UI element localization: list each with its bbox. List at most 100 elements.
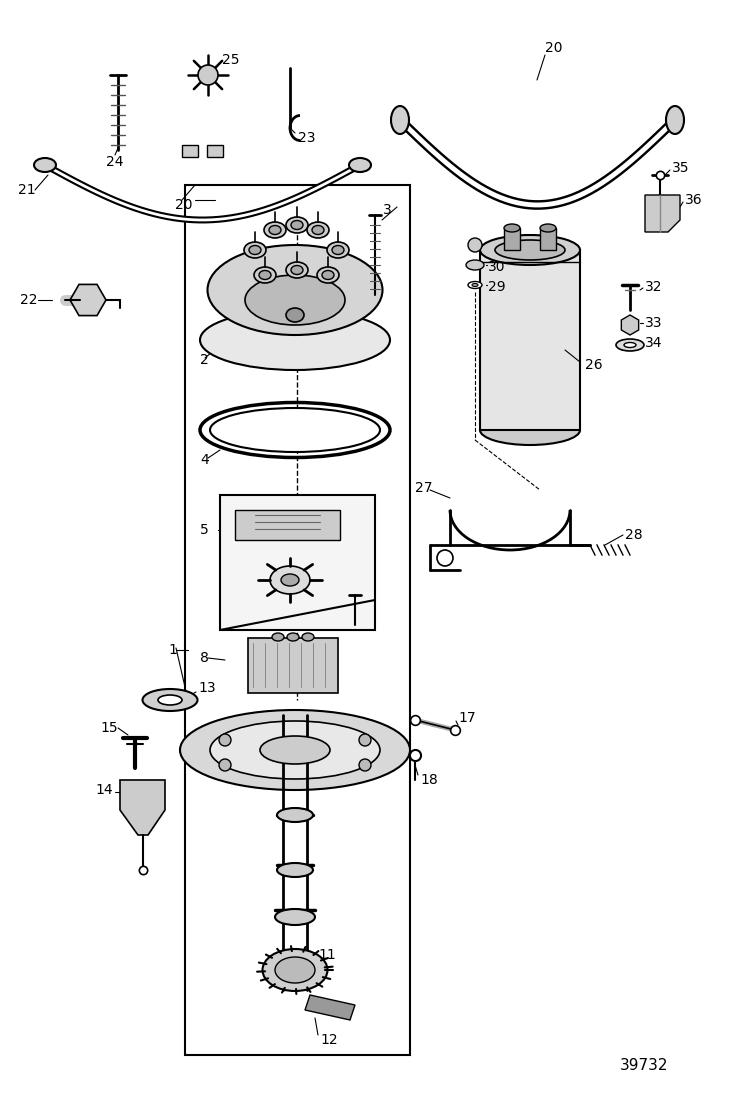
Text: 10: 10 [277,606,295,620]
Ellipse shape [210,721,380,779]
Text: 8: 8 [200,651,208,665]
Ellipse shape [210,408,380,452]
Ellipse shape [275,909,315,925]
Ellipse shape [286,262,308,278]
Ellipse shape [264,222,286,238]
Ellipse shape [180,710,410,790]
Text: 27: 27 [415,481,433,495]
Text: 39732: 39732 [620,1058,668,1072]
Ellipse shape [158,695,182,705]
Text: 4: 4 [200,452,208,467]
Circle shape [219,734,231,746]
Ellipse shape [249,245,261,254]
Ellipse shape [317,267,339,283]
Ellipse shape [254,267,276,283]
Ellipse shape [466,260,484,269]
Ellipse shape [472,284,478,286]
Ellipse shape [142,689,197,711]
Ellipse shape [200,311,390,370]
Ellipse shape [287,633,299,641]
Circle shape [219,759,231,771]
Ellipse shape [272,633,284,641]
Ellipse shape [332,245,344,254]
Ellipse shape [245,275,345,325]
Ellipse shape [34,157,56,172]
Text: 17: 17 [458,711,476,725]
Ellipse shape [302,633,314,641]
Ellipse shape [208,245,382,335]
Bar [185,185,410,1055]
Polygon shape [305,995,355,1020]
Ellipse shape [480,235,580,265]
Text: 11: 11 [318,948,336,962]
Bar [540,228,556,250]
Text: 20: 20 [545,41,562,55]
Text: 18: 18 [420,773,438,787]
Ellipse shape [468,282,482,288]
Text: 36: 36 [685,193,703,207]
Circle shape [468,238,482,252]
Ellipse shape [277,808,313,822]
Bar [504,228,520,250]
Ellipse shape [286,217,308,233]
Ellipse shape [286,308,304,322]
Text: 30: 30 [488,260,506,274]
Circle shape [359,759,371,771]
Text: 2: 2 [200,353,208,367]
Ellipse shape [349,157,371,172]
Ellipse shape [291,265,303,275]
Ellipse shape [281,574,299,586]
Text: 31: 31 [488,240,506,254]
Ellipse shape [312,225,324,234]
Text: 32: 32 [645,279,662,294]
Text: 34: 34 [645,336,662,350]
Bar [207,145,223,157]
Bar [248,638,338,693]
Text: 5: 5 [200,523,208,537]
Text: 29: 29 [488,279,506,294]
Ellipse shape [275,957,315,983]
Ellipse shape [391,106,409,134]
Ellipse shape [666,106,684,134]
Ellipse shape [277,863,313,877]
Bar [220,495,375,630]
Text: 3: 3 [383,203,392,217]
Ellipse shape [540,224,556,232]
Ellipse shape [322,271,334,279]
Text: 23: 23 [298,131,316,145]
Ellipse shape [495,240,565,260]
Text: 35: 35 [672,161,689,175]
Ellipse shape [616,339,644,352]
Ellipse shape [480,415,580,445]
Text: 22: 22 [20,293,38,307]
Ellipse shape [624,343,636,347]
Text: 14: 14 [95,783,112,797]
Bar [182,145,198,157]
Text: 33: 33 [645,316,662,330]
Ellipse shape [262,949,328,991]
Polygon shape [645,195,680,232]
Text: 12: 12 [320,1032,338,1047]
Ellipse shape [259,271,271,279]
Ellipse shape [244,242,266,258]
Ellipse shape [270,566,310,594]
Text: 25: 25 [222,53,239,67]
Ellipse shape [269,225,281,234]
Circle shape [359,734,371,746]
Text: 21: 21 [18,183,36,197]
Text: 13: 13 [198,681,216,695]
Ellipse shape [327,242,349,258]
Text: 24: 24 [106,155,124,169]
Text: 9: 9 [362,591,370,606]
Circle shape [437,550,453,566]
Ellipse shape [291,221,303,230]
Circle shape [198,65,218,85]
Ellipse shape [504,224,520,232]
Ellipse shape [260,736,330,764]
Bar [480,250,580,430]
Text: 20: 20 [175,199,193,212]
Text: 15: 15 [100,721,118,735]
Polygon shape [235,510,340,540]
Ellipse shape [307,222,329,238]
Text: 1: 1 [168,643,177,657]
